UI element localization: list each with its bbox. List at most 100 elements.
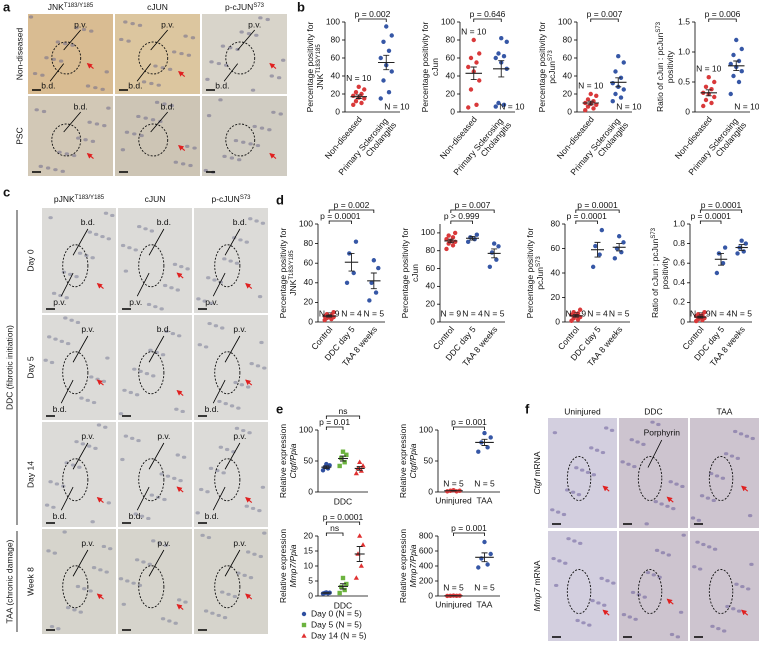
nucleus [169, 104, 174, 108]
y-tick-label: 60 [331, 52, 341, 62]
nucleus [122, 388, 127, 392]
nucleus [600, 450, 606, 455]
micrograph [118, 208, 192, 313]
data-point [452, 239, 458, 245]
nucleus [175, 453, 180, 457]
arrow [666, 496, 674, 503]
nucleus [141, 80, 147, 84]
nucleus [163, 543, 169, 547]
nucleus [96, 423, 102, 427]
n-label: N = 4 [587, 308, 608, 318]
duct-outline [62, 458, 89, 502]
duct-outline [225, 41, 256, 75]
column-header: Uninjured [564, 406, 601, 416]
data-point [357, 533, 363, 538]
nucleus [248, 142, 253, 146]
error-bar [348, 252, 355, 272]
text-span: cJun [430, 58, 440, 76]
nucleus [208, 301, 214, 305]
nucleus [134, 393, 140, 397]
nucleus [147, 562, 152, 566]
nucleus [61, 270, 67, 274]
nucleus [561, 512, 567, 517]
y-tick-label: 0 [308, 486, 313, 496]
data-point [743, 241, 748, 246]
nucleus [110, 213, 115, 218]
duct-outline [138, 123, 169, 157]
y-tick-label: 60 [446, 52, 456, 62]
data-point [610, 99, 615, 104]
nucleus [666, 553, 671, 557]
error-bar [370, 272, 377, 290]
nucleus [174, 407, 179, 411]
data-point [728, 61, 733, 67]
nucleus [579, 468, 585, 472]
data-point [351, 93, 356, 99]
x-tick-label: Uninjured [435, 599, 472, 609]
data-point [452, 230, 458, 236]
nucleus [68, 272, 73, 277]
nucleus [133, 248, 138, 252]
data-point [491, 241, 497, 246]
nucleus [644, 522, 649, 526]
significance-bracket [699, 220, 722, 224]
y-tick-label: 80 [563, 34, 573, 44]
nucleus [629, 438, 634, 442]
nucleus [239, 30, 244, 34]
y-axis-label: Mmp7/Ppia [408, 544, 418, 587]
nucleus [103, 425, 108, 429]
nucleus [228, 259, 233, 263]
data-point [621, 60, 626, 65]
duct-outline [637, 456, 663, 501]
nucleus [28, 15, 34, 19]
data-point [735, 251, 740, 256]
data-point [446, 233, 451, 238]
image-label: p.v. [53, 297, 66, 307]
data-point [621, 240, 626, 245]
nucleus [153, 64, 158, 68]
text-span: cJUN [147, 2, 168, 12]
data-point [591, 106, 596, 111]
arrow [176, 272, 184, 279]
nucleus [566, 537, 571, 541]
y-tick-label: 40 [331, 70, 341, 80]
y-axis-label: Mmp7/Ppia [288, 544, 298, 587]
n-label: N = 5 [474, 478, 495, 488]
group-label: DDC (fibrotic initiation) [4, 325, 14, 410]
micrograph [42, 208, 116, 313]
data-point [353, 575, 359, 580]
data-point [362, 96, 367, 101]
nucleus [74, 440, 79, 444]
nucleus [267, 128, 272, 132]
nucleus [49, 624, 55, 629]
nucleus [121, 602, 127, 606]
nucleus [224, 447, 230, 452]
text-span: Percentage positivity for [400, 227, 410, 318]
leader-line [224, 549, 241, 577]
error-bar [587, 100, 594, 106]
y-tick-label: 40 [426, 281, 436, 291]
nucleus [87, 120, 92, 124]
data-point [327, 463, 332, 468]
nucleus [89, 375, 94, 379]
nucleus [90, 256, 95, 260]
nucleus [136, 438, 141, 443]
p-value: p = 0.002 [355, 9, 391, 19]
data-point [340, 575, 346, 581]
leader-line [150, 29, 169, 51]
y-tick-label: 0 [450, 106, 455, 116]
legend-label: Day 5 (N = 5) [311, 619, 362, 629]
data-point [471, 37, 476, 43]
nucleus [183, 600, 188, 604]
n-label: N = 4 [341, 308, 362, 318]
data-point [477, 78, 482, 83]
column-header: cJUN [147, 2, 168, 12]
duct-outline [708, 569, 734, 614]
nucleus [46, 549, 51, 553]
nucleus [589, 446, 594, 450]
duct-outline [51, 41, 82, 75]
nucleus [88, 589, 93, 593]
superscript: S73 [656, 21, 662, 32]
x-tick-label: Primary Sclerosing Cholangitis [451, 114, 513, 183]
data-point [489, 250, 495, 255]
